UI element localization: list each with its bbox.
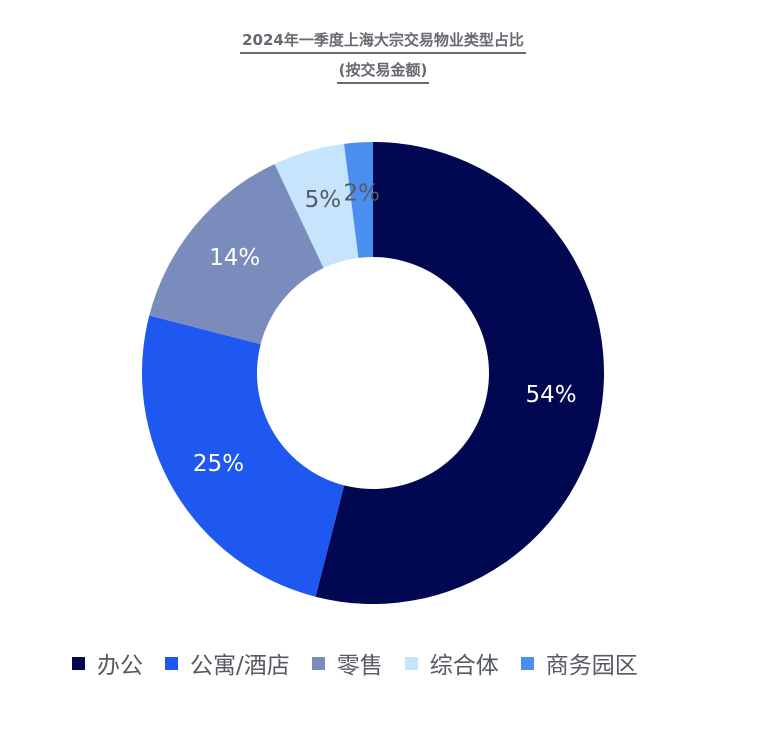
legend-label-2: 零售 [336, 653, 383, 679]
slice-label-2: 14% [209, 245, 260, 271]
legend-swatch-1 [165, 656, 178, 670]
legend-label-1: 公寓/酒店 [190, 653, 290, 679]
legend-swatch-3 [404, 656, 418, 670]
legend-label-3: 综合体 [429, 653, 499, 679]
slice-label-4: 2% [343, 180, 380, 206]
legend-swatch-4 [520, 656, 534, 670]
legend-item-0: 办公 [72, 646, 143, 680]
slice-3 [274, 143, 359, 269]
legend-label-4: 商务园区 [545, 653, 638, 679]
legend-label-0: 办公 [97, 653, 143, 679]
chart-title: 2024年一季度上海大宗交易物业类型占比 [240, 30, 526, 54]
donut-chart: 54% 25% 14% 5% 2% [142, 142, 605, 604]
legend-item-1: 公寓/酒店 [165, 646, 290, 680]
legend-item-4: 商务园区 [520, 646, 638, 680]
slice-label-3: 5% [305, 187, 342, 213]
legend-swatch-2 [311, 656, 325, 670]
legend-item-3: 综合体 [404, 646, 499, 680]
slice-0 [315, 142, 605, 604]
slice-label-0: 54% [526, 382, 577, 408]
slice-label-1: 25% [193, 451, 244, 477]
chart-title-block: 2024年一季度上海大宗交易物业类型占比 (按交易金额) [0, 30, 766, 84]
chart-legend: 办公 公寓/酒店 零售 综合体 商务园区 [72, 646, 660, 680]
slice-1 [142, 315, 345, 597]
legend-swatch-0 [72, 656, 85, 670]
legend-item-2: 零售 [311, 646, 383, 680]
chart-subtitle: (按交易金额) [336, 60, 430, 84]
slice-2 [149, 163, 324, 345]
slice-4 [344, 142, 373, 258]
